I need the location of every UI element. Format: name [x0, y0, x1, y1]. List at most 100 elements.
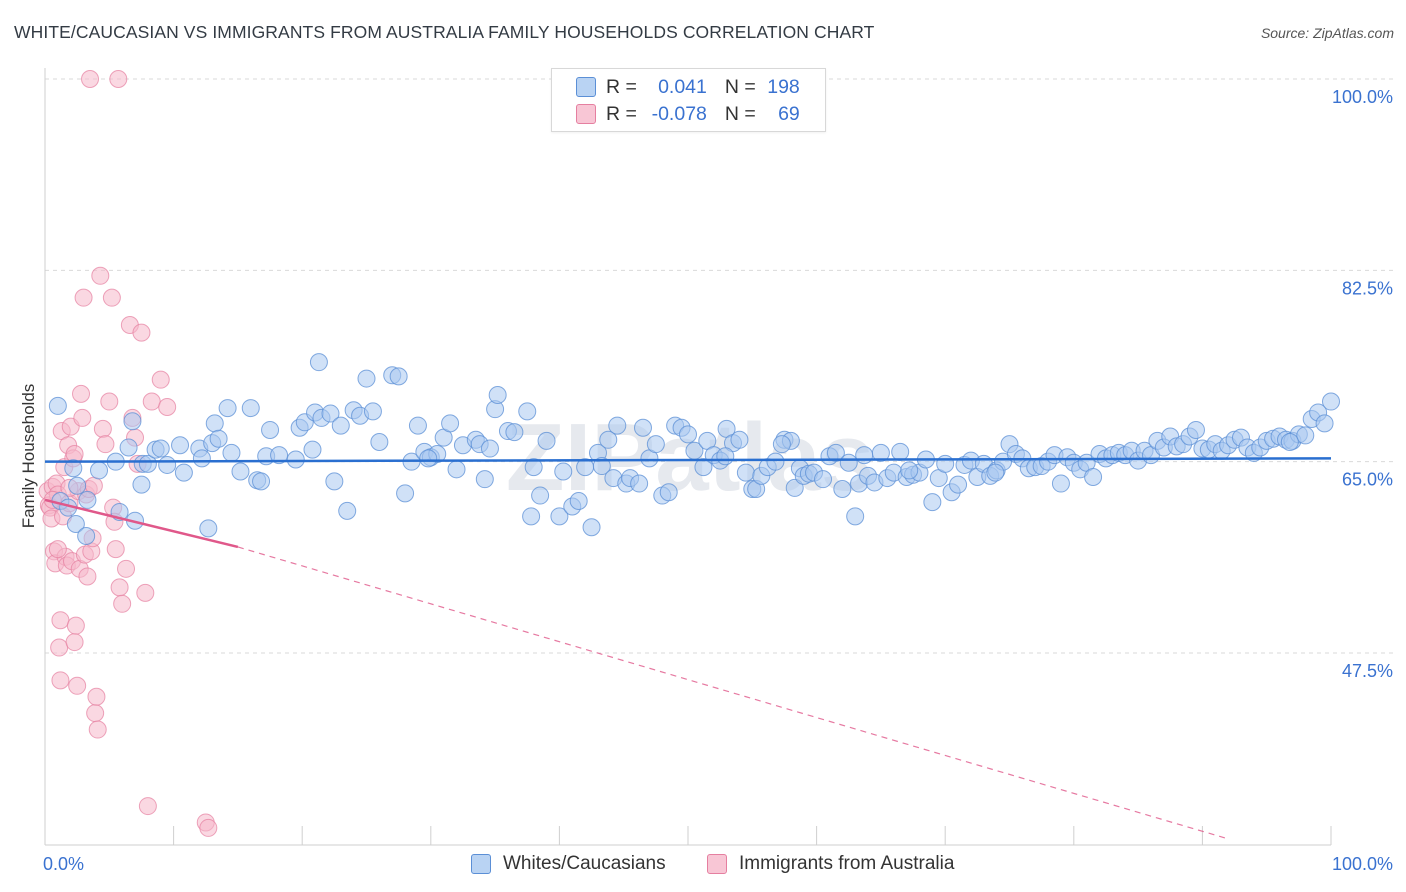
data-point-whites [286, 450, 305, 469]
data-point-australia [102, 288, 121, 307]
data-point-whites [1186, 420, 1205, 439]
y-tick-label: 100.0% [1332, 87, 1393, 107]
x-tick-label-max: 100.0% [1332, 854, 1393, 874]
data-point-whites [48, 396, 67, 415]
data-point-whites [554, 462, 573, 481]
data-point-whites [199, 519, 218, 538]
legend-n-value: 198 [767, 75, 800, 98]
data-point-whites [659, 483, 678, 502]
data-point-whites [949, 475, 968, 494]
data-point-whites [205, 414, 224, 433]
data-point-australia [132, 323, 151, 342]
data-point-australia [138, 797, 157, 816]
legend-label-whites: Whites/Caucasians [503, 853, 666, 874]
data-point-australia [78, 567, 97, 586]
data-point-whites [522, 507, 541, 526]
data-point-whites [370, 432, 389, 451]
data-point-australia [48, 540, 67, 559]
data-point-australia [66, 616, 85, 635]
data-point-whites [174, 463, 193, 482]
data-point-australia [51, 671, 70, 690]
data-point-australia [142, 392, 161, 411]
data-point-whites [833, 480, 852, 498]
data-point-whites [447, 460, 466, 479]
data-point-australia [68, 676, 87, 695]
legend-r-value: -0.078 [651, 102, 707, 125]
legend-r-value: 0.041 [658, 75, 707, 98]
data-point-whites [357, 369, 376, 388]
data-point-whites [209, 429, 228, 448]
data-point-whites [480, 439, 499, 458]
blue-points-layer [48, 353, 1340, 546]
data-point-whites [389, 367, 408, 386]
data-point-whites [222, 443, 241, 462]
data-point-whites [871, 443, 890, 462]
data-point-australia [88, 720, 107, 739]
data-point-whites [716, 447, 735, 466]
data-point-whites [846, 507, 865, 526]
data-point-whites [363, 402, 382, 421]
data-point-whites [77, 527, 96, 546]
data-point-whites [475, 470, 494, 489]
data-point-whites [772, 435, 791, 454]
legend-swatch-blue [471, 854, 491, 874]
data-point-whites [633, 418, 652, 437]
data-point-australia [151, 370, 170, 389]
data-point-whites [550, 507, 569, 526]
data-point-whites [132, 475, 151, 494]
trend-lines [44, 457, 1332, 840]
data-point-australia [50, 638, 69, 657]
data-point-whites [64, 459, 83, 478]
legend-item-australia: Immigrants from Australia [707, 853, 954, 875]
data-point-australia [96, 435, 115, 454]
data-point-australia [93, 419, 112, 438]
data-point-whites [923, 493, 942, 512]
data-point-whites [936, 454, 955, 473]
data-point-whites [505, 423, 524, 442]
data-point-australia [74, 288, 93, 307]
legend-n-label: N = [724, 75, 756, 98]
data-point-australia [106, 540, 125, 559]
chart-title: WHITE/CAUCASIAN VS IMMIGRANTS FROM AUSTR… [14, 22, 875, 42]
data-point-whites [524, 458, 543, 477]
data-point-australia [113, 594, 132, 613]
data-point-whites [608, 416, 627, 435]
legend-swatch-pink [707, 854, 727, 874]
data-point-whites [252, 472, 271, 491]
data-point-whites [1296, 426, 1315, 445]
data-point-whites [766, 452, 785, 471]
data-point-whites [396, 484, 415, 503]
data-point-whites [531, 486, 550, 505]
data-point-whites [785, 478, 804, 497]
data-point-whites [582, 518, 601, 537]
data-point-australia [81, 70, 100, 88]
legend-item-whites: Whites/Caucasians [471, 853, 666, 875]
data-point-whites [569, 492, 588, 511]
data-point-whites [694, 458, 713, 477]
data-point-australia [72, 384, 91, 403]
data-point-whites [646, 435, 665, 454]
data-point-whites [730, 430, 749, 449]
axes [44, 68, 1332, 846]
data-point-whites [1051, 474, 1070, 493]
data-point-whites [119, 438, 138, 457]
legend-row-whites: R = 0.041 N = 198 [552, 74, 800, 100]
data-point-whites [78, 490, 97, 509]
data-point-australia [65, 633, 84, 652]
y-axis-label: Family Households [19, 384, 38, 529]
trend-line-australia [44, 498, 239, 549]
data-point-whites [192, 449, 211, 468]
x-tick-label-min: 0.0% [43, 854, 84, 874]
data-point-whites [736, 463, 755, 482]
data-point-australia [117, 559, 136, 578]
pink-points-layer [38, 70, 218, 837]
data-point-whites [814, 470, 833, 489]
data-point-whites [986, 463, 1005, 482]
data-point-whites [231, 462, 250, 481]
data-point-whites [855, 446, 874, 465]
data-point-whites [1322, 392, 1340, 411]
data-point-whites [839, 453, 858, 472]
trend-line-whites [44, 457, 1332, 463]
grid-lines [45, 78, 1393, 654]
